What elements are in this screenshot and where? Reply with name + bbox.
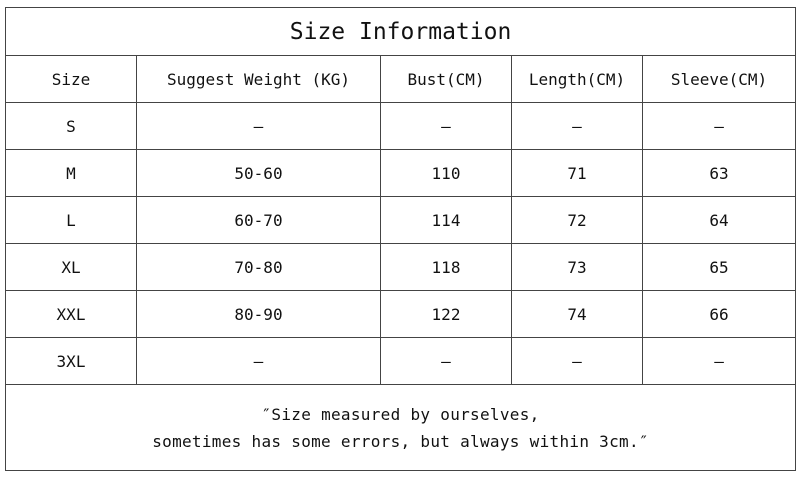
table-cell: 122 [380,290,512,338]
table-cell: 73 [511,243,643,291]
table-cell: M [5,149,137,197]
table-cell: 110 [380,149,512,197]
table-row: 3XL – – – – [5,337,797,385]
column-header: Suggest Weight (KG) [136,55,381,103]
table-cell: S [5,102,137,150]
note-line-2: sometimes has some errors, but always wi… [152,431,649,451]
table-title: Size Information [4,7,797,56]
table-cell: – [136,102,381,150]
table-cell: – [380,337,512,385]
column-header: Bust(CM) [380,55,512,103]
table-cell: XL [5,243,137,291]
table-cell: – [136,337,381,385]
header-row: Size Suggest Weight (KG) Bust(CM) Length(CM… [5,55,797,103]
column-header: Length(CM) [511,55,643,103]
table-cell: – [641,337,797,385]
table-cell: 72 [511,196,643,244]
table-cell: 50-60 [136,149,381,197]
table-cell: 70-80 [136,243,381,291]
column-header: Sleeve(CM) [641,55,797,103]
table-cell: 63 [641,149,797,197]
note-line-1: ″Size measured by ourselves, [261,404,540,424]
table-cell: 60-70 [136,196,381,244]
table-cell: 74 [511,290,643,338]
size-information-table: Size Information Size Suggest Weight (KG)… [4,7,797,471]
table-cell: – [380,102,512,150]
table-row: M 50-60 110 71 63 [5,149,797,197]
table-cell: 118 [380,243,512,291]
measurement-note: ″Size measured by ourselves, sometimes h… [4,384,797,471]
table-cell: 71 [511,149,643,197]
table-cell: – [641,102,797,150]
table-cell: 64 [641,196,797,244]
table-row: S – – – – [5,102,797,150]
table-cell: XXL [5,290,137,338]
table-cell: – [511,337,643,385]
table-row: L 60-70 114 72 64 [5,196,797,244]
table-row: XL 70-80 118 73 65 [5,243,797,291]
table-row: XXL 80-90 122 74 66 [5,290,797,338]
table-cell: L [5,196,137,244]
column-header: Size [5,55,137,103]
table-cell: 80-90 [136,290,381,338]
table-cell: 114 [380,196,512,244]
table-cell: 65 [641,243,797,291]
table-cell: 3XL [5,337,137,385]
table-cell: – [511,102,643,150]
table-cell: 66 [641,290,797,338]
